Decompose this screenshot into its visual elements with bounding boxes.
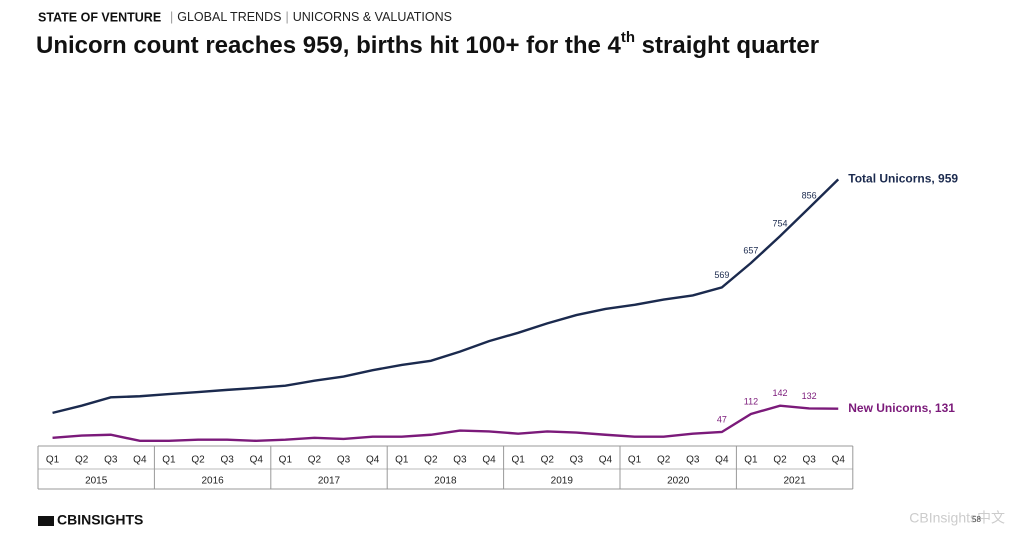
series-line: [52, 404, 839, 443]
x-tick-label: Q1: [628, 455, 642, 466]
slide-title: Unicorn count reaches 959, births hit 10…: [36, 29, 819, 59]
x-tick-label: Q3: [220, 455, 234, 466]
year-label: 2019: [551, 476, 574, 487]
data-label: 754: [773, 219, 788, 229]
x-tick-label: Q3: [686, 455, 700, 466]
x-tick-label: Q2: [191, 455, 205, 466]
x-tick-label: Q4: [482, 455, 496, 466]
data-label: 47: [717, 414, 727, 424]
crumb: UNICORNS & VALUATIONS: [293, 10, 452, 24]
chart: Q1 Q2 Q3 Q4 Q1 Q2 Q3 Q4 Q1 Q2 Q3 Q4 Q1 Q2 Q3 Q4 Q1 Q2 Q3 Q4…: [37, 172, 958, 490]
x-tick-label: Q1: [744, 455, 758, 466]
x-tick-label: Q2: [541, 455, 555, 466]
x-tick-label: Q2: [773, 455, 787, 466]
x-tick-label: Q3: [337, 455, 351, 466]
x-tick-label: Q3: [453, 455, 467, 466]
x-tick-label: Q2: [657, 455, 671, 466]
x-tick-label: Q4: [715, 455, 729, 466]
x-tick-label: Q1: [511, 455, 525, 466]
x-tick-label: Q4: [832, 455, 846, 466]
x-tick-label: Q1: [46, 455, 60, 466]
x-tick-label: Q1: [279, 455, 293, 466]
series-label: Total Unicorns, 959: [848, 172, 958, 186]
x-tick-label: Q2: [424, 455, 438, 466]
year-label: 2021: [783, 476, 806, 487]
year-label: 2016: [201, 476, 224, 487]
data-label: 132: [802, 391, 817, 401]
title-sup: th: [621, 29, 635, 46]
data-label: 142: [773, 388, 788, 398]
data-label: 569: [714, 270, 729, 280]
watermark: CBInsights中文: [909, 510, 1005, 526]
logo: CBINSIGHTS: [57, 512, 143, 528]
page-number: 58: [972, 515, 981, 524]
breadcrumbs: | GLOBAL TRENDS | UNICORNS & VALUATIONS: [170, 10, 452, 24]
x-tick-label: Q2: [308, 455, 322, 466]
logo-mark: [38, 516, 54, 526]
crumb-separator: |: [285, 10, 288, 24]
x-tick-label: Q4: [599, 455, 613, 466]
x-tick-label: Q2: [75, 455, 89, 466]
x-tick-label: Q3: [570, 455, 584, 466]
x-tick-label: Q3: [104, 455, 118, 466]
data-label: 112: [744, 396, 758, 406]
x-tick-label: Q3: [802, 455, 816, 466]
x-tick-label: Q1: [162, 455, 176, 466]
year-label: 2018: [434, 476, 457, 487]
title-text: Unicorn count reaches 959, births hit 10…: [36, 32, 621, 59]
crumb: GLOBAL TRENDS: [177, 10, 281, 24]
year-label: 2020: [667, 476, 690, 487]
x-tick-label: Q4: [133, 455, 147, 466]
series-line: [52, 178, 840, 415]
year-label: 2015: [85, 476, 108, 487]
crumb-separator: |: [170, 10, 173, 24]
x-tick-label: Q1: [395, 455, 409, 466]
x-tick-label: Q4: [250, 455, 264, 466]
data-label: 657: [743, 245, 758, 255]
series-label: New Unicorns, 131: [848, 401, 955, 415]
year-label: 2017: [318, 476, 341, 487]
title-text: straight quarter: [635, 32, 819, 59]
data-label: 856: [802, 190, 817, 200]
x-tick-label: Q4: [366, 455, 380, 466]
section-label: STATE OF VENTURE: [38, 10, 161, 24]
